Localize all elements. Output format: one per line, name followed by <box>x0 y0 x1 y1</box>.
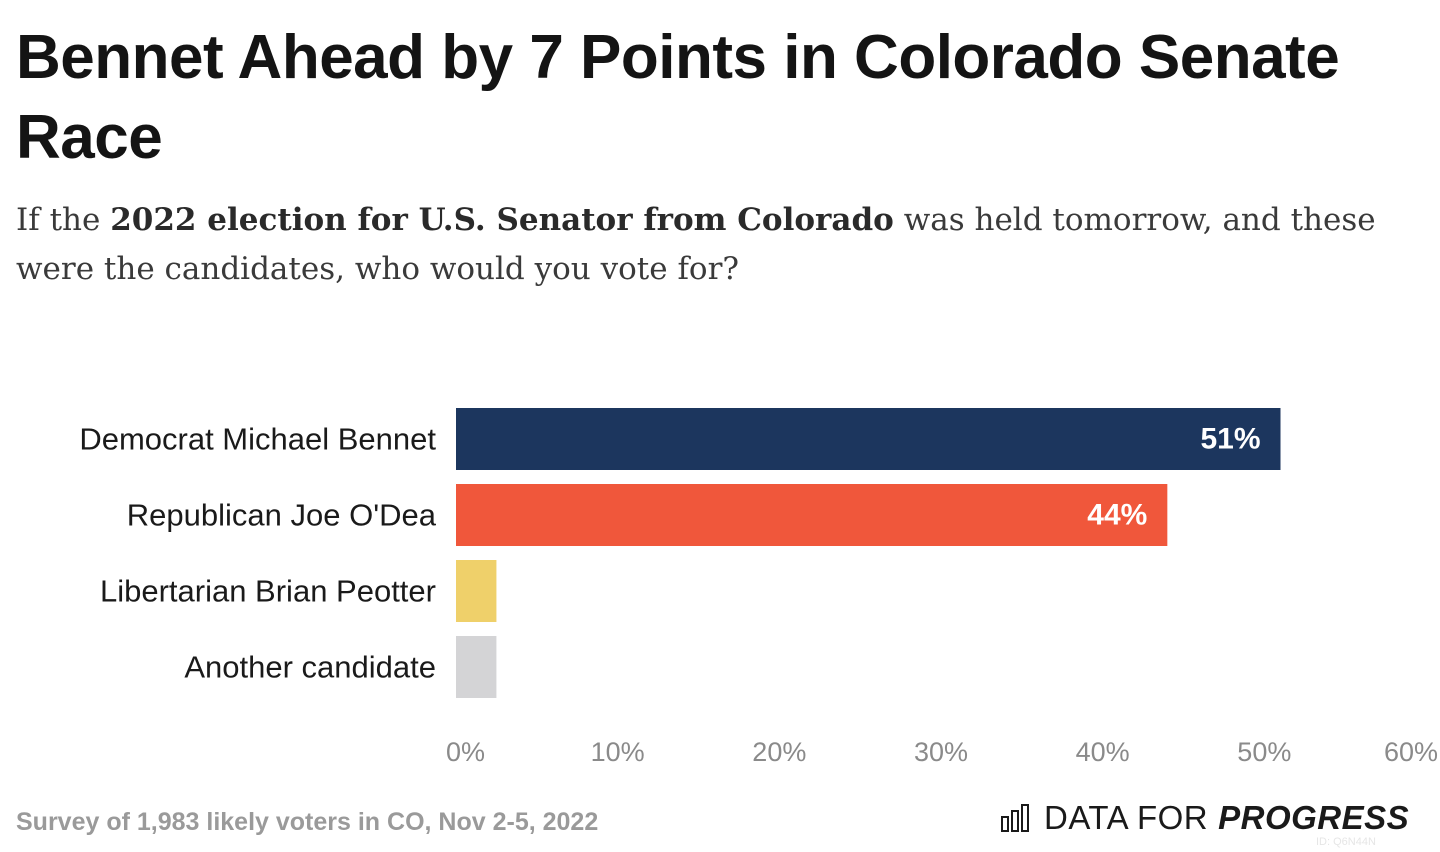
bar <box>456 560 497 622</box>
x-tick-label: 40% <box>1076 737 1130 767</box>
x-tick-label: 50% <box>1237 737 1291 767</box>
bar-chart-logo-icon <box>1001 804 1029 832</box>
x-tick-label: 30% <box>914 737 968 767</box>
subtitle-text-end: was held tomorrow, and these were the ca… <box>16 202 1376 287</box>
data-label: 51% <box>1200 423 1260 456</box>
data-label: 44% <box>1087 499 1147 532</box>
category-label: Republican Joe O'Dea <box>127 498 437 533</box>
subtitle-text-start: If the <box>16 202 111 238</box>
chart-title: Bennet Ahead by 7 Points in Colorado Sen… <box>16 23 1340 172</box>
bar <box>456 484 1168 546</box>
x-tick-label: 0% <box>446 737 485 767</box>
x-tick-label: 10% <box>591 737 645 767</box>
bar-chart: Democrat Michael Bennet 51% Republican Joe… <box>79 408 1438 767</box>
x-tick-label: 20% <box>752 737 806 767</box>
bar <box>456 636 497 698</box>
logo-wordmark: DATA FOR PROGRESS <box>1044 799 1409 837</box>
category-label: Democrat Michael Bennet <box>79 422 436 457</box>
survey-source-note: Survey of 1,983 likely voters in CO, Nov… <box>16 808 599 836</box>
logo-text-bold: PROGRESS <box>1218 799 1410 836</box>
bar <box>456 408 1281 470</box>
subtitle-emphasis: 2022 election for U.S. Senator from Colo… <box>110 202 894 238</box>
chart-id-watermark: ID: Q6N44N <box>1316 836 1376 848</box>
chart-subtitle: If the 2022 election for U.S. Senator fr… <box>16 196 1426 294</box>
category-label: Libertarian Brian Peotter <box>100 574 436 609</box>
logo-text-light: DATA FOR <box>1044 799 1209 836</box>
category-label: Another candidate <box>184 650 436 685</box>
data-for-progress-logo: DATA FOR PROGRESS <box>1000 798 1409 838</box>
x-tick-label: 60% <box>1384 737 1438 767</box>
